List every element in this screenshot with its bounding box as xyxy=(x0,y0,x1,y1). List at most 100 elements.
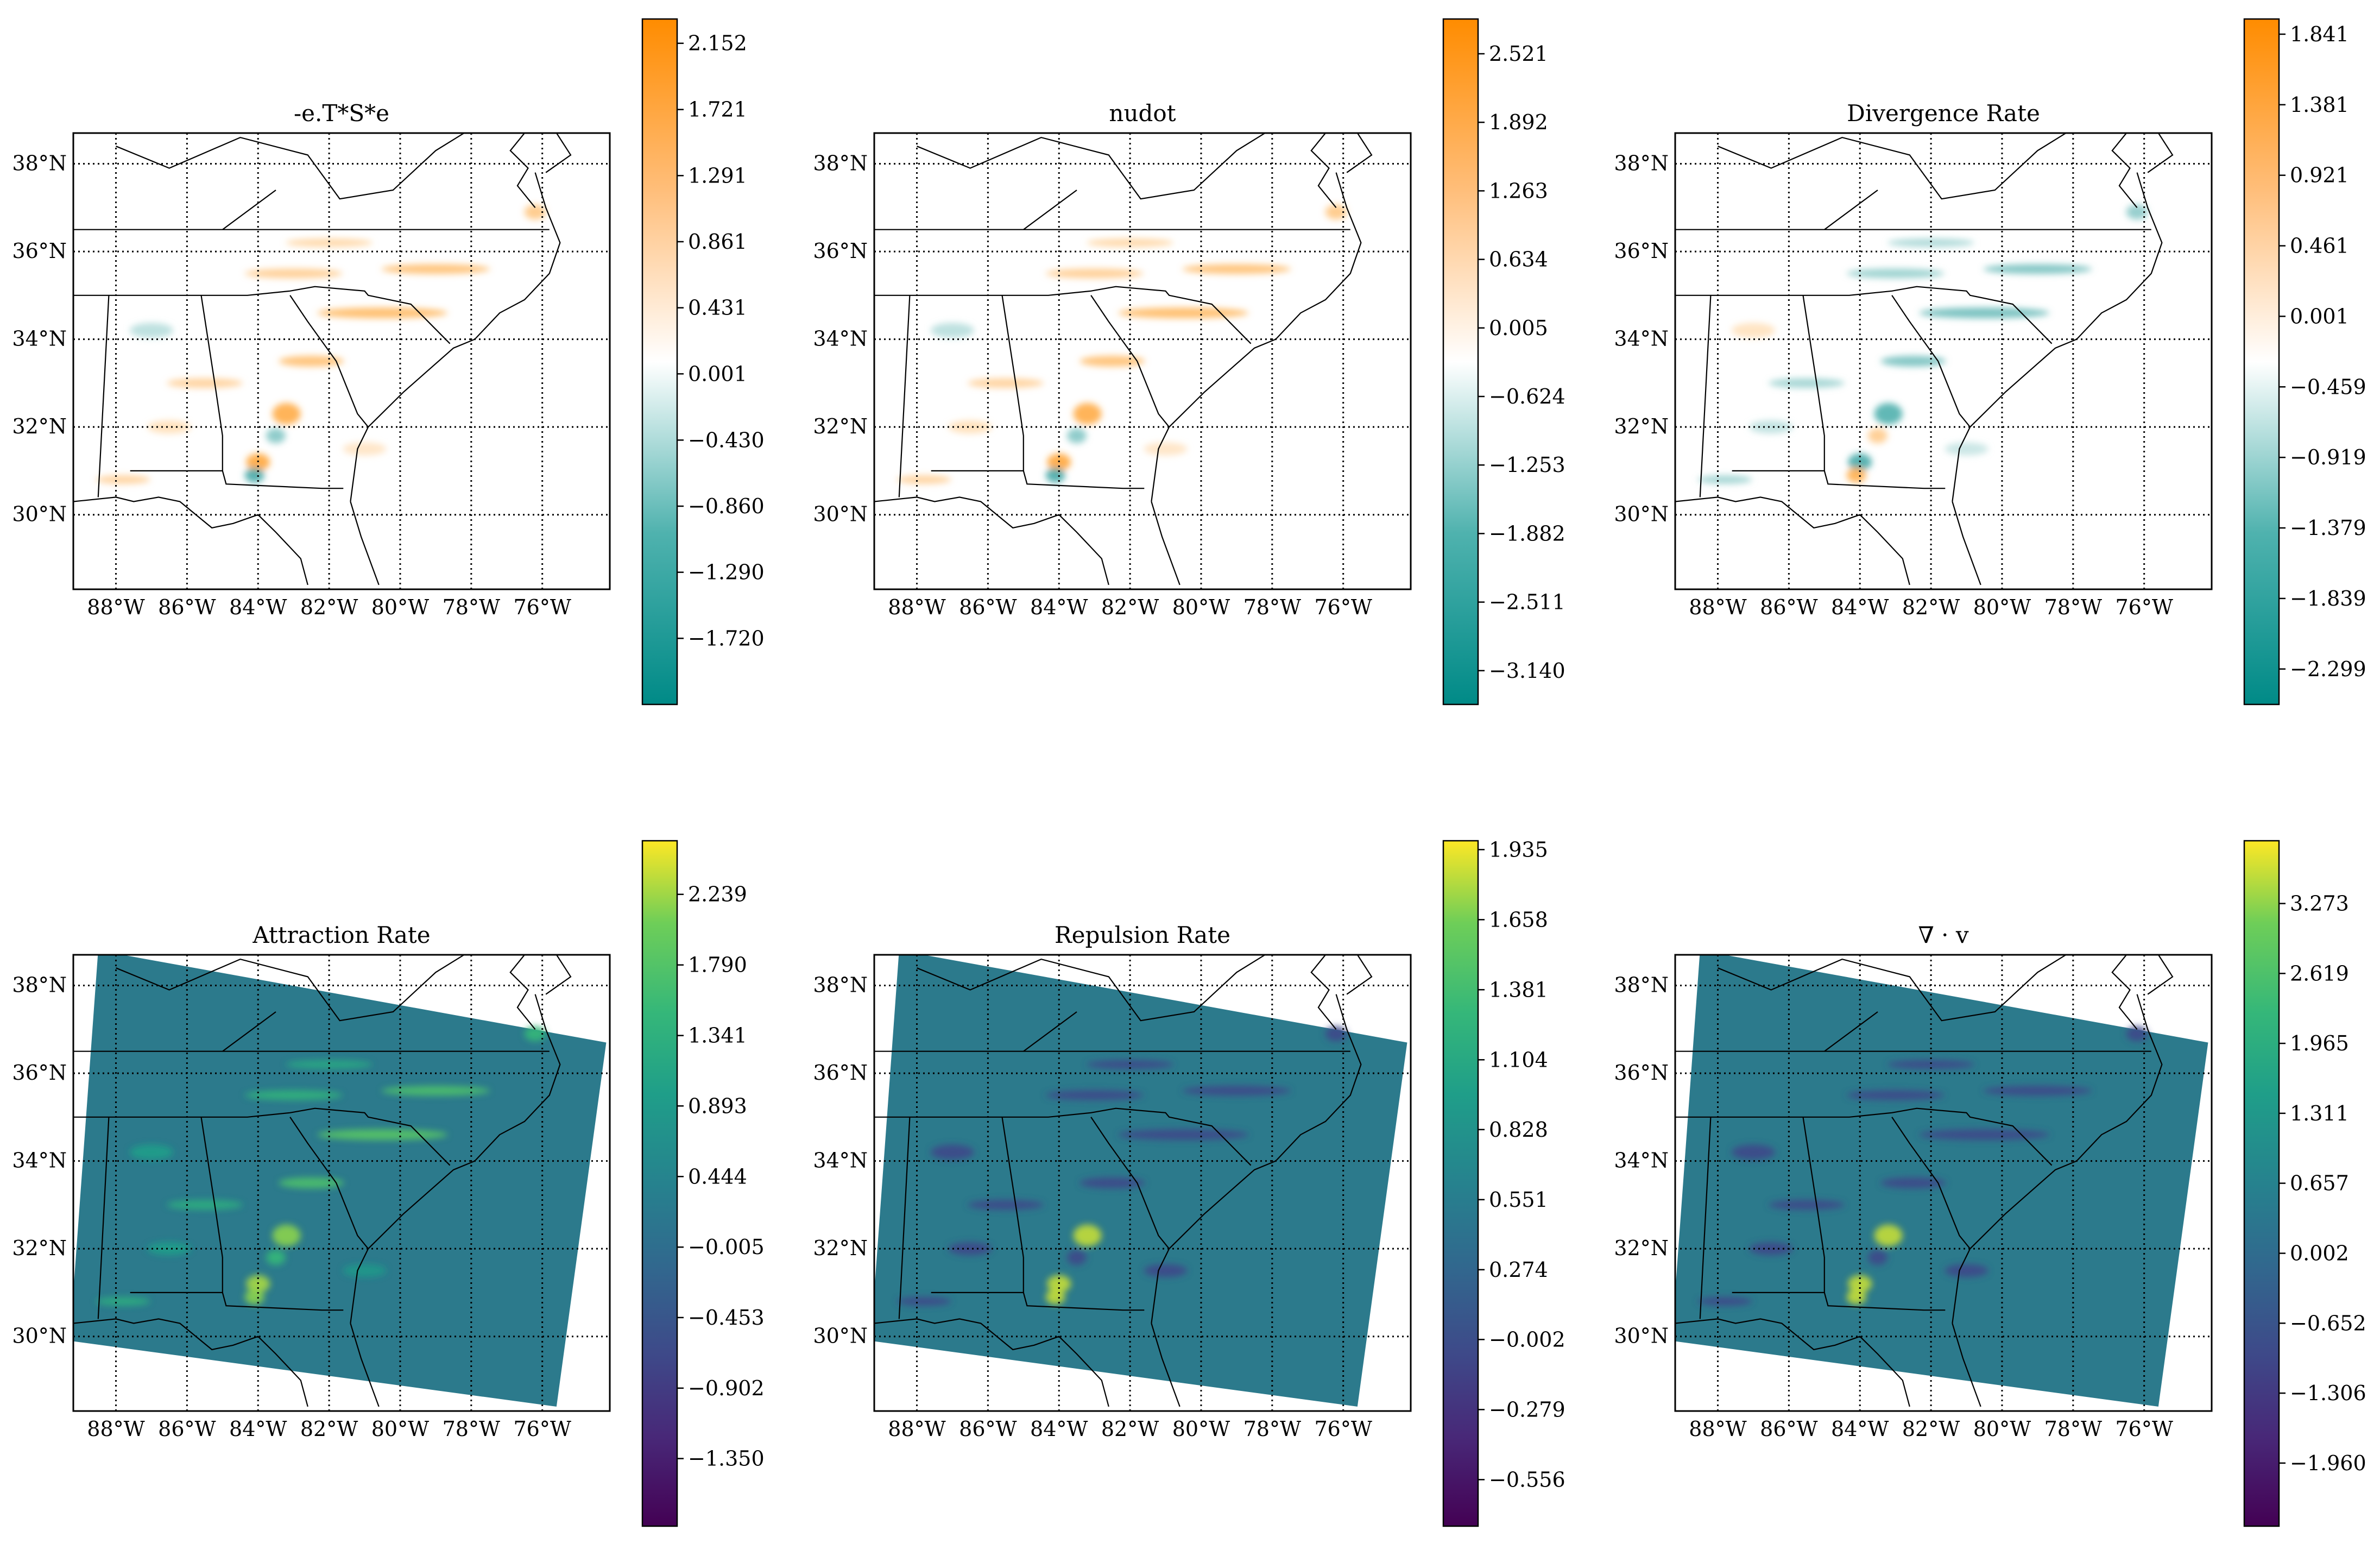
field-feature xyxy=(897,475,951,484)
lon-tick-label: 86°W xyxy=(959,595,1017,619)
chart-panel-1: -e.T*S*e 88°W 86°W 84°W 82°W 80°W 78°W 76°W 38°N… xyxy=(12,18,765,706)
colorbar-tick-label: 0.828 xyxy=(1489,1118,1548,1142)
field-feature xyxy=(244,268,343,279)
colorbar-tick-label: −2.299 xyxy=(2290,657,2366,681)
chart-panel-5: Repulsion Rate 88°W 86°W 84°W 82°W 80°W 78°W 76… xyxy=(813,837,1565,1527)
colorbar-tick-label: −0.860 xyxy=(688,494,765,518)
field-feature xyxy=(317,1129,448,1141)
boundary-line xyxy=(222,190,276,230)
field-feature xyxy=(1045,268,1144,279)
field-feature xyxy=(1880,356,1946,367)
boundary-line xyxy=(545,133,572,173)
field-feature xyxy=(1045,1090,1144,1100)
boundary-line xyxy=(509,133,536,208)
map-frame xyxy=(1674,954,2213,1412)
lon-tick-label: 82°W xyxy=(1101,1417,1159,1441)
lat-tick-label: 30°N xyxy=(12,1324,67,1348)
field-feature xyxy=(1144,1264,1188,1277)
field-feature xyxy=(266,1250,286,1265)
field-feature xyxy=(279,356,344,367)
lon-tick-label: 78°W xyxy=(2044,1417,2102,1441)
boundary-line xyxy=(1675,286,2053,344)
colorbar xyxy=(2243,18,2280,706)
colorbar-tick-label: 1.935 xyxy=(1489,837,1548,861)
colorbar-tick-label: −1.290 xyxy=(688,560,765,584)
boundary-line xyxy=(350,1323,380,1407)
lon-tick-label: 78°W xyxy=(443,595,500,619)
colorbar-tick-label: −1.253 xyxy=(1489,453,1565,477)
boundary-line xyxy=(2147,955,2174,995)
colorbar-tick-label: 1.381 xyxy=(2290,93,2349,117)
lat-tick-label: 36°N xyxy=(813,1061,868,1085)
field-feature xyxy=(381,264,490,274)
field-feature xyxy=(244,468,264,483)
field-feature xyxy=(272,402,301,425)
field-feature xyxy=(96,1297,150,1306)
lat-tick-label: 38°N xyxy=(12,973,67,997)
boundary-line xyxy=(931,1292,1145,1311)
field-feature xyxy=(343,1264,387,1277)
field-feature xyxy=(1144,442,1188,456)
lon-tick-label: 82°W xyxy=(300,595,358,619)
boundary-line xyxy=(1023,1011,1077,1052)
boundary-line xyxy=(73,1318,308,1407)
colorbar-tick-label: 0.551 xyxy=(1489,1188,1548,1212)
field-feature xyxy=(948,420,992,434)
colorbar-tick-label: 1.104 xyxy=(1489,1048,1548,1072)
boundary-line xyxy=(1824,190,1878,230)
data-field xyxy=(73,955,607,1407)
map-outlines xyxy=(73,133,572,585)
colorbar-tick-label: 0.461 xyxy=(2290,234,2349,258)
field-feature xyxy=(1045,468,1065,483)
field-feature xyxy=(1867,428,1887,444)
field-feature xyxy=(1079,356,1145,367)
graticule xyxy=(874,133,1411,589)
chart-title: ∇ · v xyxy=(1918,922,1968,948)
graticule xyxy=(73,133,610,589)
boundary-line xyxy=(200,295,223,471)
boundary-line xyxy=(222,1011,276,1052)
colorbar-tick-label: −1.960 xyxy=(2290,1451,2366,1475)
colorbar-tick-label: 1.965 xyxy=(2290,1031,2349,1055)
lon-tick-label: 84°W xyxy=(229,595,287,619)
field-feature xyxy=(167,1200,243,1210)
field-feature xyxy=(1769,1200,1845,1210)
lon-tick-label: 82°W xyxy=(300,1417,358,1441)
boundary-line xyxy=(1891,295,1971,427)
field-feature xyxy=(1919,1129,2050,1141)
lon-tick-label: 78°W xyxy=(1243,1417,1301,1441)
lon-tick-label: 86°W xyxy=(1760,1417,1817,1441)
boundary-line xyxy=(1090,1117,1170,1249)
lon-tick-label: 80°W xyxy=(1172,595,1230,619)
field-feature xyxy=(1919,307,2050,319)
lon-tick-label: 84°W xyxy=(1831,1417,1889,1441)
lat-tick-label: 30°N xyxy=(1614,502,1669,526)
lat-tick-label: 34°N xyxy=(1614,1149,1669,1173)
colorbar-tick-label: 2.521 xyxy=(1489,42,1548,66)
map-frame xyxy=(72,954,611,1412)
boundary-line xyxy=(73,1107,451,1166)
boundary-line xyxy=(545,955,572,995)
boundary-line xyxy=(73,286,451,344)
colorbar-tick-label: −1.882 xyxy=(1489,521,1565,545)
data-field xyxy=(874,955,1407,1407)
colorbar-tick-label: −2.511 xyxy=(1489,590,1565,614)
lon-tick-label: 76°W xyxy=(513,595,571,619)
colorbar-tick-label: −0.453 xyxy=(688,1306,765,1330)
field-feature xyxy=(1697,475,1752,484)
field-feature xyxy=(1846,1289,1866,1305)
colorbar-tick-label: −0.556 xyxy=(1489,1468,1565,1491)
boundary-line xyxy=(1675,1318,1910,1407)
boundary-line xyxy=(1090,295,1170,427)
field-feature xyxy=(96,475,150,484)
data-field xyxy=(73,133,610,589)
lat-tick-label: 32°N xyxy=(1614,414,1669,438)
boundary-line xyxy=(289,295,369,427)
lat-tick-label: 30°N xyxy=(813,502,868,526)
colorbar-tick-label: −0.005 xyxy=(688,1235,765,1259)
graticule xyxy=(73,955,610,1411)
colorbar-tick-label: 0.893 xyxy=(688,1094,747,1118)
field-feature xyxy=(317,307,448,319)
lat-tick-label: 30°N xyxy=(813,1324,868,1348)
lon-tick-label: 88°W xyxy=(888,1417,945,1441)
